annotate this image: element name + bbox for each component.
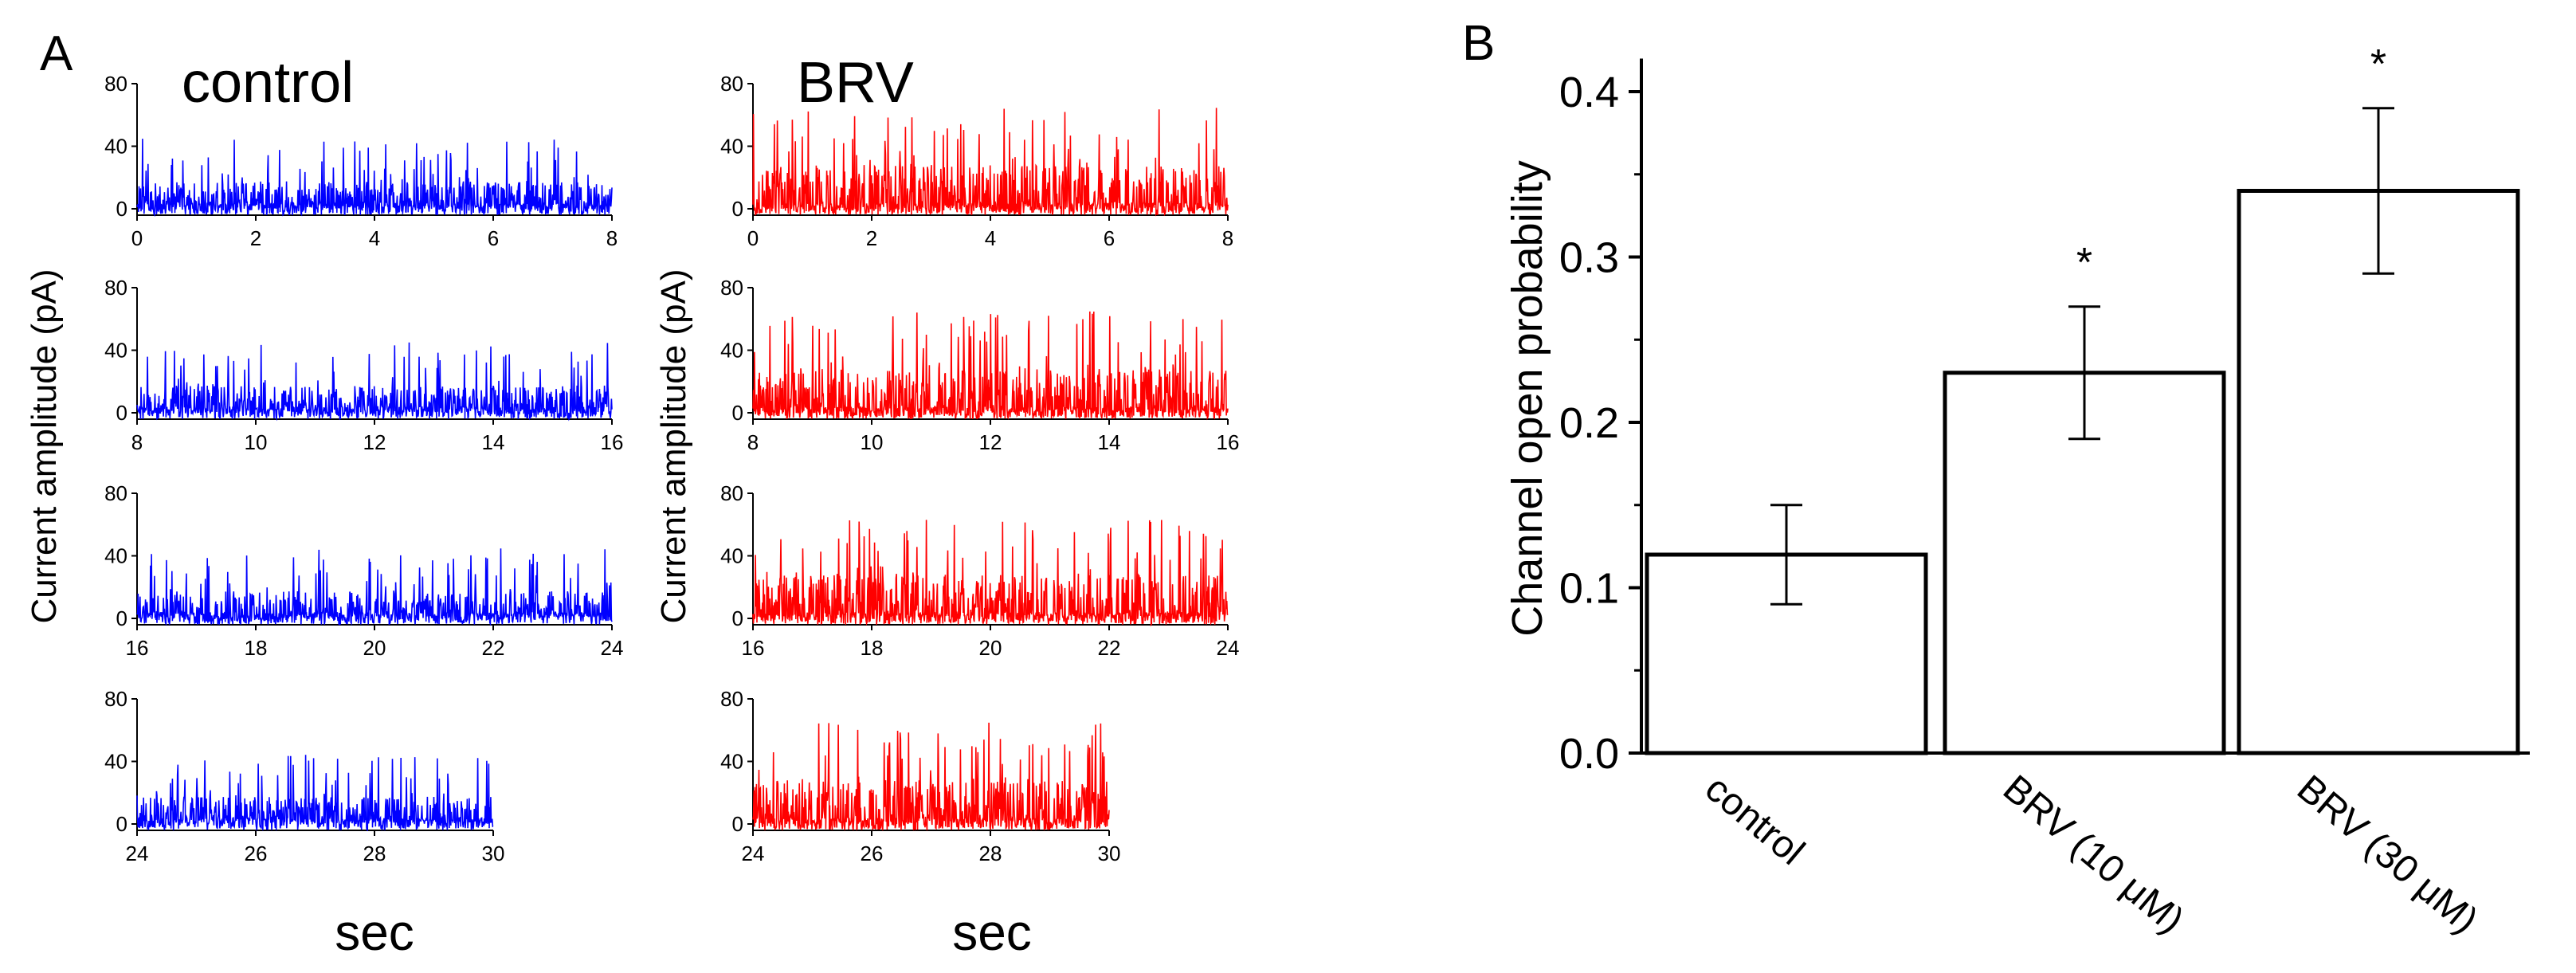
control-row4-ytick-label-0: 0 [116,812,127,836]
control-row3-xtick-label-18: 18 [245,636,268,660]
control-row2-xtick-label-12: 12 [363,430,386,454]
brv-row3-trace [752,520,1229,627]
brv-row1-trace [752,108,1229,217]
brv-row3-xtick-label-22: 22 [1098,636,1121,660]
brv-row4-xtick-label-28: 28 [979,842,1002,865]
control-row2-ytick-label-80: 80 [104,276,127,300]
brv-row2-xtick-label-10: 10 [861,430,884,454]
brv-row1-ytick-label-40: 40 [720,135,743,159]
brv-row3-xtick-label-20: 20 [979,636,1002,660]
panel-a-ylabel-right: Current amplitude (pA) [654,269,693,623]
error-bar-brv-30-m [2362,107,2394,275]
panel-b-letter: B [1462,16,1495,71]
control-row4-xtick-label-28: 28 [363,842,386,865]
brv-row1-xtick-label-8: 8 [1222,226,1233,250]
control-row2-xtick-label-8: 8 [131,430,143,454]
control-row1-trace [136,139,613,218]
brv-row4-ytick-label-80: 80 [720,687,743,711]
brv-row4-trace [752,722,1110,830]
control-row2-xtick-label-16: 16 [601,430,624,454]
panel-b-plot: 0.0 0.1 0.2 0.3 0.4 control * BRV (10 μM) * BRV (… [1559,41,2530,942]
panel-b-ylabel: Channel open probability [1504,160,1551,636]
control-row4-ytick-label-40: 40 [104,750,127,774]
panel-b-ytick-label-0.2: 0.2 [1559,399,1619,447]
brv-xlabel: sec [952,904,1032,961]
brv-row2-xtick-label-14: 14 [1098,430,1121,454]
brv-row1-xtick-label-6: 6 [1104,226,1115,250]
brv-row3-ytick-label-80: 80 [720,481,743,505]
control-row3-trace [136,548,613,626]
control-row3-xtick-label-24: 24 [601,636,624,660]
control-row2-ytick-label-0: 0 [116,401,127,425]
control-row2-xtick-label-10: 10 [245,430,268,454]
brv-row2-xtick-label-8: 8 [747,430,759,454]
brv-row3-xtick-label-16: 16 [742,636,765,660]
brv-row1-xtick-label-2: 2 [866,226,877,250]
brv-row1-xtick-label-0: 0 [747,226,759,250]
category-label-brv-30-m: BRV (30 μM) [2289,767,2486,942]
control-row4-xtick-label-26: 26 [245,842,268,865]
brv-row3-ytick-label-40: 40 [720,544,743,568]
control-row4-ytick-label-80: 80 [104,687,127,711]
brv-row3-ytick-label-0: 0 [732,606,743,630]
control-row4-xtick-label-24: 24 [126,842,149,865]
control-row1-xtick-label-0: 0 [131,226,143,250]
control-row3-xtick-label-20: 20 [363,636,386,660]
brv-row2-ytick-label-80: 80 [720,276,743,300]
control-row1-ytick-label-80: 80 [104,72,127,96]
brv-row2-ytick-label-0: 0 [732,401,743,425]
brv-row3-xtick-label-18: 18 [861,636,884,660]
brv-row2-ytick-label-40: 40 [720,339,743,363]
control-row3-xtick-label-22: 22 [482,636,505,660]
control-xlabel: sec [335,904,414,961]
category-label-control: control [1697,767,1812,873]
category-label-brv-10-m: BRV (10 μM) [1995,767,2192,942]
control-row4-xtick-label-30: 30 [482,842,505,865]
error-bar-control [1770,504,1802,606]
panel-b-ytick-label-0.3: 0.3 [1559,234,1619,282]
brv-row2-xtick-label-16: 16 [1217,430,1240,454]
panel-b-ytick-label-0.4: 0.4 [1559,69,1619,116]
brv-row1-ytick-label-0: 0 [732,197,743,221]
brv-row4-xtick-label-26: 26 [861,842,884,865]
panel-b-ytick-label-0.1: 0.1 [1559,565,1619,613]
control-row1-xtick-label-8: 8 [606,226,618,250]
control-row1-xtick-label-2: 2 [250,226,261,250]
control-row4-trace [136,755,494,831]
control-row2-ytick-label-40: 40 [104,339,127,363]
control-row2-trace [136,342,613,422]
panel-a-ylabel-left: Current amplitude (pA) [25,269,64,623]
control-title: control [182,51,354,115]
brv-row4-ytick-label-0: 0 [732,812,743,836]
brv-row4-xtick-label-30: 30 [1098,842,1121,865]
brv-row4-xtick-label-24: 24 [742,842,765,865]
control-row3-xtick-label-16: 16 [126,636,149,660]
panel-a-letter: A [40,26,73,81]
control-row1-ytick-label-0: 0 [116,197,127,221]
brv-row2-xtick-label-12: 12 [979,430,1002,454]
control-row3-ytick-label-40: 40 [104,544,127,568]
brv-row3-xtick-label-24: 24 [1217,636,1240,660]
control-row1-xtick-label-4: 4 [369,226,380,250]
control-row1-ytick-label-40: 40 [104,135,127,159]
brv-row1-ytick-label-80: 80 [720,72,743,96]
brv-row1-xtick-label-4: 4 [985,226,996,250]
significance-star-brv-10-m: * [2076,240,2092,286]
brv-row2-trace [752,311,1229,421]
control-row3-ytick-label-0: 0 [116,606,127,630]
control-row3-ytick-label-80: 80 [104,481,127,505]
error-bar-brv-10-m [2068,305,2100,441]
panel-b-ytick-label-0.0: 0.0 [1559,730,1619,778]
brv-title: BRV [797,51,914,115]
significance-star-brv-30-m: * [2370,41,2386,88]
bar-brv-30-m [2237,189,2520,755]
control-row1-xtick-label-6: 6 [488,226,499,250]
control-row2-xtick-label-14: 14 [482,430,505,454]
brv-row4-ytick-label-40: 40 [720,750,743,774]
